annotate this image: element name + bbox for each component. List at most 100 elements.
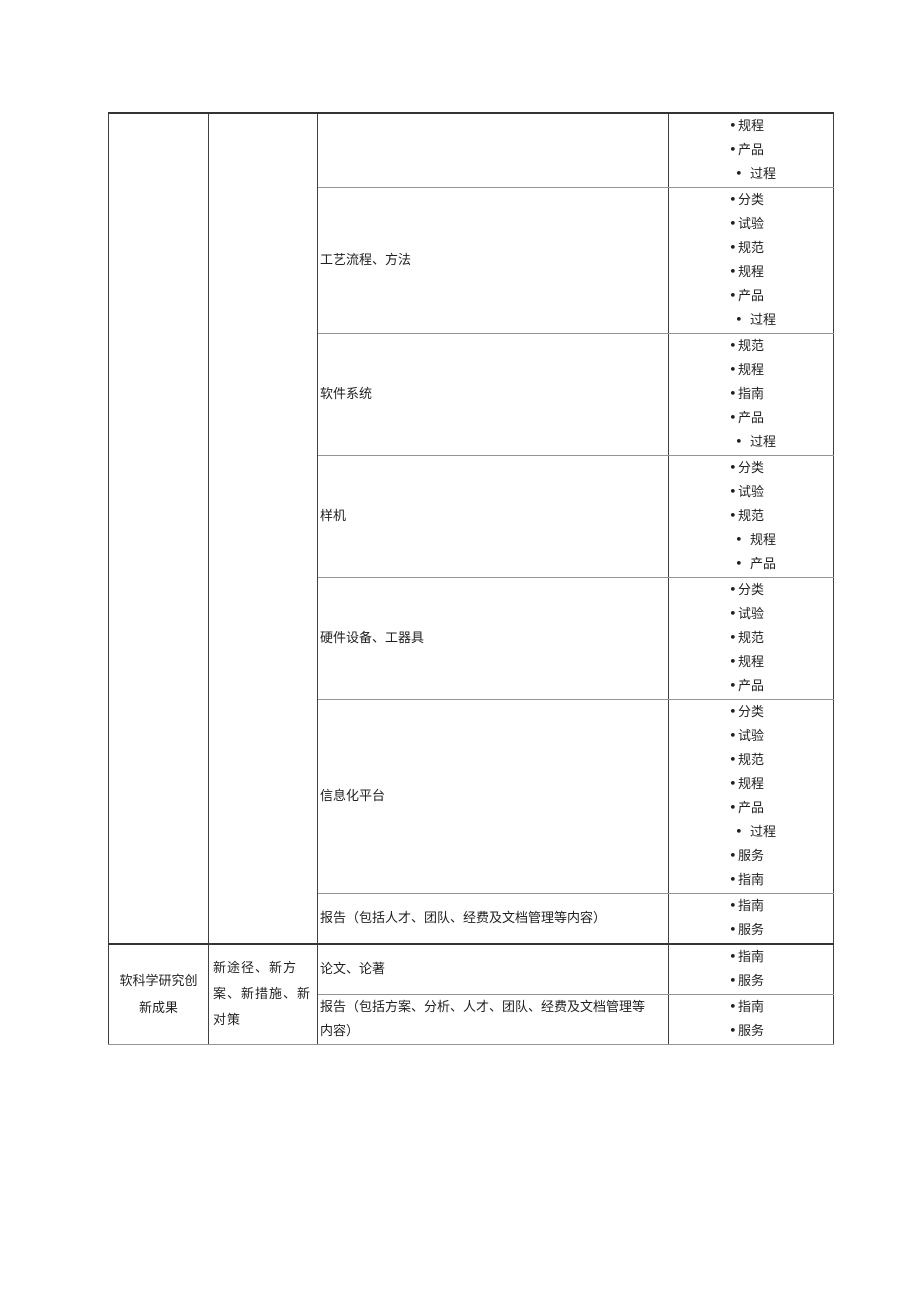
bullet-text: 过程 xyxy=(750,435,777,450)
bullet-icon: • xyxy=(729,265,737,280)
bullet-text: 产品 xyxy=(738,801,765,816)
bullet-item: •指南 xyxy=(670,996,833,1020)
table-row: 硬件设备、工器具 •分类 •试验 •规范 •规程 •产品 xyxy=(109,577,834,700)
deliverable-cell: 报告（包括人才、团队、经费及文档管理等内容） xyxy=(317,893,669,945)
table-row: 软件系统 •规范 •规程 •指南 •产品 • 过程 xyxy=(109,333,834,456)
bullet-item: •规范 xyxy=(670,237,833,261)
bullet-item: •试验 xyxy=(670,213,833,237)
bullet-item: • 过程 xyxy=(670,821,833,845)
bullet-item: •服务 xyxy=(670,1020,833,1044)
deliverable-label: 样机 xyxy=(320,508,347,524)
bullet-item: •规程 xyxy=(670,261,833,285)
bullet-icon: • xyxy=(729,849,737,864)
bullet-item: •试验 xyxy=(670,725,833,749)
bullet-icon: • xyxy=(729,1000,737,1015)
bullet-item: •分类 xyxy=(670,189,833,213)
deliverables-table: •规程 •产品 • 过程 工艺流程、方法 •分类 •试验 •规范 •规程 •产品 … xyxy=(108,112,834,1045)
bullet-icon: • xyxy=(729,1024,737,1039)
bullet-text: 服务 xyxy=(738,974,765,989)
output-types-cell: •指南 •服务 xyxy=(668,943,834,995)
deliverable-label: 内容） xyxy=(320,1023,360,1039)
bullet-icon: • xyxy=(729,289,737,304)
bullet-text: 规范 xyxy=(738,509,765,524)
bullet-icon: • xyxy=(729,241,737,256)
bullet-icon: • xyxy=(729,923,737,938)
table-row: 报告（包括人才、团队、经费及文档管理等内容） •指南 •服务 xyxy=(109,893,834,945)
bullet-text: 服务 xyxy=(738,849,765,864)
bullet-icon: • xyxy=(729,509,737,524)
bullet-item: •规程 xyxy=(670,359,833,383)
bullet-item: •规范 xyxy=(670,505,833,529)
table-row: 报告（包括方案、分析、人才、团队、经费及文档管理等 内容） •指南 •服务 xyxy=(109,994,834,1045)
bullet-icon: • xyxy=(729,143,737,158)
bullet-icon: • xyxy=(729,950,737,965)
subcategory-cell: 新途径、新方 案、新措施、新 对策 xyxy=(208,943,318,1045)
subcategory-cell xyxy=(208,112,318,945)
deliverable-cell xyxy=(317,112,669,188)
bullet-item: • 过程 xyxy=(670,309,833,333)
deliverable-cell: 样机 xyxy=(317,455,669,578)
bullet-icon: • xyxy=(729,873,737,888)
bullet-icon: • xyxy=(729,485,737,500)
bullet-icon: • xyxy=(729,363,737,378)
bullet-icon: • xyxy=(729,193,737,208)
output-types-cell: •指南 •服务 xyxy=(668,994,834,1045)
deliverable-cell: 报告（包括方案、分析、人才、团队、经费及文档管理等 内容） xyxy=(317,994,669,1045)
bullet-text: 规程 xyxy=(738,119,765,134)
bullet-icon: • xyxy=(735,825,743,840)
bullet-item: •规程 xyxy=(670,529,833,553)
deliverable-cell: 工艺流程、方法 xyxy=(317,187,669,334)
bullet-item: • 过程 xyxy=(670,431,833,455)
bullet-text: 指南 xyxy=(738,387,765,402)
bullet-item: •分类 xyxy=(670,701,833,725)
output-types-cell: •分类 •试验 •规范 •规程 •产品 • 过程 •服务 •指南 xyxy=(668,699,834,894)
bullet-item: •规程 xyxy=(670,773,833,797)
category-label: 软科学研究创 xyxy=(119,973,198,989)
bullet-icon: • xyxy=(729,583,737,598)
deliverable-label: 软件系统 xyxy=(320,386,373,402)
deliverable-cell: 信息化平台 xyxy=(317,699,669,894)
output-types-cell: •规程 •产品 • 过程 xyxy=(668,112,834,188)
bullet-item: •指南 xyxy=(670,946,833,970)
bullet-icon: • xyxy=(729,461,737,476)
bullet-icon: • xyxy=(729,217,737,232)
bullet-item: •服务 xyxy=(670,919,833,943)
bullet-text: 规范 xyxy=(738,753,765,768)
bullet-icon: • xyxy=(729,679,737,694)
table-row: 工艺流程、方法 •分类 •试验 •规范 •规程 •产品 • 过程 xyxy=(109,187,834,334)
bullet-text: 分类 xyxy=(738,583,765,598)
output-types-cell: •分类 •试验 •规范 •规程 •产品 • 过程 xyxy=(668,187,834,334)
bullet-icon: • xyxy=(729,119,737,134)
bullet-item: •指南 xyxy=(670,869,833,893)
output-types-cell: •分类 •试验 •规范 •规程 •产品 xyxy=(668,577,834,700)
bullet-text: 过程 xyxy=(750,825,777,840)
subcategory-label: 对策 xyxy=(213,1012,242,1028)
bullet-item: •产品 xyxy=(670,797,833,821)
bullet-text: 过程 xyxy=(750,167,777,182)
table-row: •规程 •产品 • 过程 xyxy=(108,112,834,945)
bullet-text: 指南 xyxy=(738,1000,765,1015)
bullet-text: 规范 xyxy=(738,631,765,646)
bullet-item: •产品 xyxy=(670,407,833,431)
deliverable-label: 论文、论著 xyxy=(320,961,386,977)
bullet-text: 规程 xyxy=(738,655,765,670)
bullet-text: 产品 xyxy=(738,411,765,426)
bullet-item: •规程 xyxy=(670,651,833,675)
bullet-text: 分类 xyxy=(738,461,765,476)
bullet-item: •产品 xyxy=(670,675,833,699)
deliverable-label: 硬件设备、工器具 xyxy=(320,630,425,646)
output-types-cell: •规范 •规程 •指南 •产品 • 过程 xyxy=(668,333,834,456)
bullet-item: •规程 xyxy=(670,115,833,139)
deliverable-cell: 软件系统 xyxy=(317,333,669,456)
bullet-icon: • xyxy=(729,339,737,354)
bullet-text: 分类 xyxy=(738,705,765,720)
subcategory-label: 案、新措施、新 xyxy=(213,986,312,1002)
bullet-icon: • xyxy=(729,655,737,670)
output-types-cell: •指南 •服务 xyxy=(668,893,834,945)
bullet-item: •指南 xyxy=(670,895,833,919)
bullet-icon: • xyxy=(729,899,737,914)
bullet-item: •服务 xyxy=(670,845,833,869)
output-types-cell: •分类 •试验 •规范 •规程 •产品 xyxy=(668,455,834,578)
category-cell: 软科学研究创 新成果 xyxy=(108,943,209,1045)
